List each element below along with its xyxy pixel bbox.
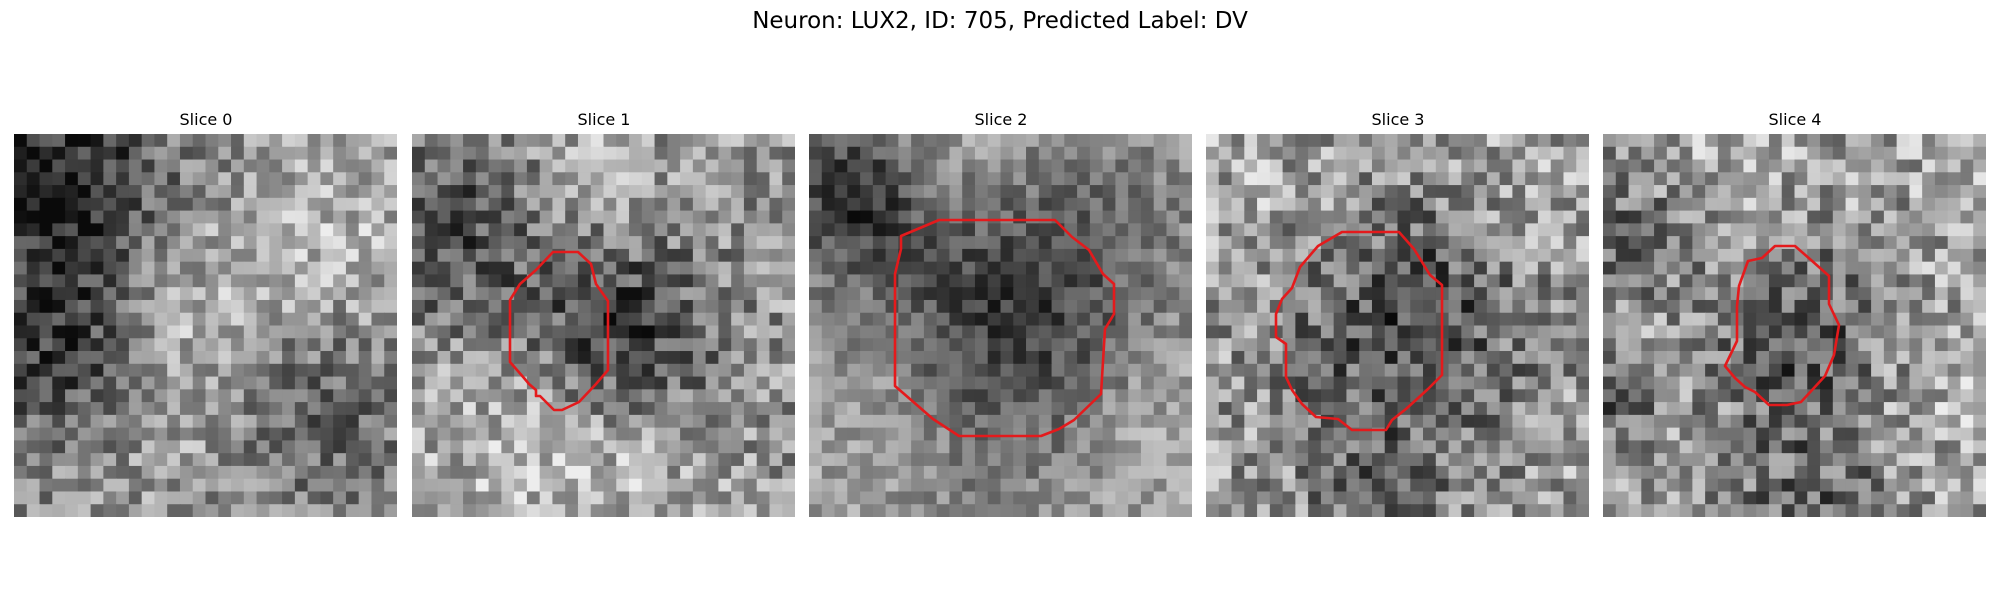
roi-contour bbox=[1274, 230, 1444, 432]
slice-image-1 bbox=[412, 134, 795, 517]
roi-contour bbox=[893, 218, 1116, 438]
slice-title: Slice 0 bbox=[179, 110, 233, 129]
figure-title: Neuron: LUX2, ID: 705, Predicted Label: … bbox=[752, 8, 1248, 34]
roi-contour bbox=[1723, 244, 1841, 407]
slice-image-0 bbox=[14, 134, 397, 517]
slice-image-2 bbox=[809, 134, 1192, 517]
slice-title: Slice 2 bbox=[974, 110, 1028, 129]
roi-contour bbox=[508, 250, 610, 412]
slice-title: Slice 1 bbox=[577, 110, 631, 129]
slice-image-4 bbox=[1603, 134, 1986, 517]
slice-image-3 bbox=[1206, 134, 1589, 517]
slice-title: Slice 4 bbox=[1768, 110, 1822, 129]
slice-title: Slice 3 bbox=[1371, 110, 1425, 129]
